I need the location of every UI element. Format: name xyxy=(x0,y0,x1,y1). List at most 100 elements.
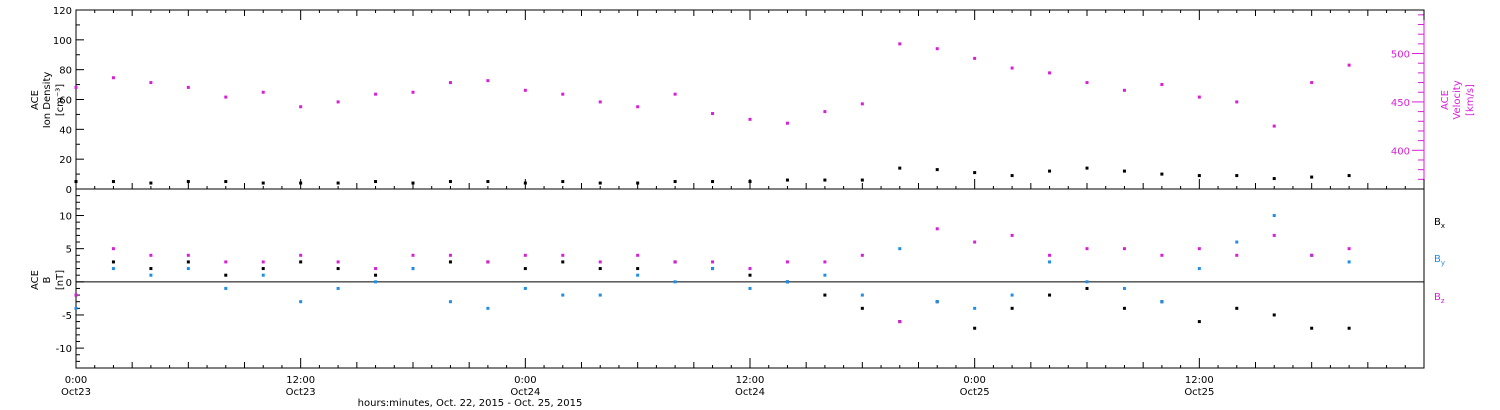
density-tick-label: 20 xyxy=(59,155,72,166)
density-point xyxy=(935,168,939,172)
velocity-point xyxy=(299,105,303,109)
x-tick-time-label: 12:00 xyxy=(286,375,315,386)
bz-point xyxy=(149,253,153,257)
by-point xyxy=(935,300,939,304)
density-point xyxy=(673,180,677,184)
b-tick-label: -5 xyxy=(62,311,72,322)
b-tick-label: 10 xyxy=(59,212,72,223)
velocity-tick-label: 400 xyxy=(1391,146,1410,157)
density-point xyxy=(973,171,977,175)
velocity-point xyxy=(186,85,190,89)
bx-point xyxy=(374,273,378,277)
bz-point xyxy=(411,253,415,257)
bx-point xyxy=(186,260,190,264)
density-ylabel-line-1: ACE xyxy=(30,90,41,110)
bz-point xyxy=(973,240,977,244)
bz-point xyxy=(111,247,115,251)
bz-point xyxy=(74,293,78,297)
x-tick-date-label: Oct25 xyxy=(1184,387,1214,398)
velocity-point xyxy=(1122,88,1126,92)
density-velocity-points xyxy=(74,42,1351,185)
b-ylabel-line-2: B xyxy=(42,276,53,283)
by-point xyxy=(74,306,78,310)
density-point xyxy=(1048,169,1052,173)
bx-point xyxy=(1197,320,1201,324)
bz-point xyxy=(186,253,190,257)
by-point xyxy=(111,267,115,271)
bz-point xyxy=(1010,233,1014,237)
velocity-point xyxy=(1048,71,1052,75)
velocity-ylabel-line-3: [km/s] xyxy=(1465,84,1476,116)
bz-point xyxy=(523,253,527,257)
bz-point xyxy=(561,253,565,257)
density-point xyxy=(149,181,153,185)
by-point xyxy=(1122,286,1126,290)
by-point xyxy=(486,306,490,310)
legend-bz: Bz xyxy=(1434,292,1445,305)
by-point xyxy=(186,267,190,271)
density-point xyxy=(1197,174,1201,178)
by-point xyxy=(973,306,977,310)
bx-point xyxy=(448,260,452,264)
density-tick-label: 40 xyxy=(59,125,72,136)
by-point xyxy=(411,267,415,271)
bx-point xyxy=(748,273,752,277)
bx-point xyxy=(149,267,153,271)
bx-point xyxy=(1235,306,1239,310)
bz-point xyxy=(1122,247,1126,251)
velocity-point xyxy=(1272,124,1276,128)
x-tick-time-label: 0:00 xyxy=(963,375,985,386)
magnetic-field-points xyxy=(74,214,1351,330)
bz-point xyxy=(374,267,378,271)
density-point xyxy=(1310,175,1314,179)
velocity-point xyxy=(823,110,827,114)
bx-point xyxy=(111,260,115,264)
density-point xyxy=(1122,169,1126,173)
x-tick-date-label: Oct24 xyxy=(510,387,540,398)
density-point xyxy=(711,180,715,184)
velocity-point xyxy=(935,47,939,51)
velocity-point xyxy=(636,105,640,109)
x-tick-time-label: 0:00 xyxy=(514,375,536,386)
density-point xyxy=(111,180,115,184)
density-point xyxy=(336,181,340,185)
x-tick-time-label: 12:00 xyxy=(736,375,765,386)
density-left-axis: 0 20 40 60 80 100 120 xyxy=(53,6,84,196)
bx-point xyxy=(299,260,303,264)
velocity-point xyxy=(1010,66,1014,70)
bz-point xyxy=(823,260,827,264)
by-point xyxy=(1197,267,1201,271)
bz-point xyxy=(860,253,864,257)
velocity-point xyxy=(1160,83,1164,87)
bz-point xyxy=(336,260,340,264)
bz-point xyxy=(299,253,303,257)
bx-point xyxy=(636,267,640,271)
legend-by: By xyxy=(1434,254,1445,267)
density-ylabel-line-3: [cm⁻³] xyxy=(55,84,66,116)
density-point xyxy=(1085,166,1089,170)
bz-point xyxy=(1235,253,1239,257)
by-point xyxy=(1160,300,1164,304)
density-ylabel-line-2: Ion Density xyxy=(42,72,53,129)
by-point xyxy=(860,293,864,297)
velocity-point xyxy=(374,92,378,96)
bz-point xyxy=(673,260,677,264)
density-tick-label: 120 xyxy=(53,6,72,17)
bz-point xyxy=(935,227,939,231)
velocity-point xyxy=(860,102,864,106)
density-tick-label: 60 xyxy=(59,96,72,107)
by-point xyxy=(374,280,378,284)
by-point xyxy=(1272,214,1276,218)
b-tick-label: 5 xyxy=(66,245,72,256)
bz-point xyxy=(898,320,902,324)
bx-point xyxy=(224,273,228,277)
density-point xyxy=(1347,174,1351,178)
bx-point xyxy=(1085,286,1089,290)
by-point xyxy=(299,300,303,304)
bx-point xyxy=(1310,326,1314,330)
x-tick-date-label: Oct25 xyxy=(960,387,990,398)
velocity-point xyxy=(448,81,452,85)
density-point xyxy=(374,180,378,184)
density-point xyxy=(561,180,565,184)
